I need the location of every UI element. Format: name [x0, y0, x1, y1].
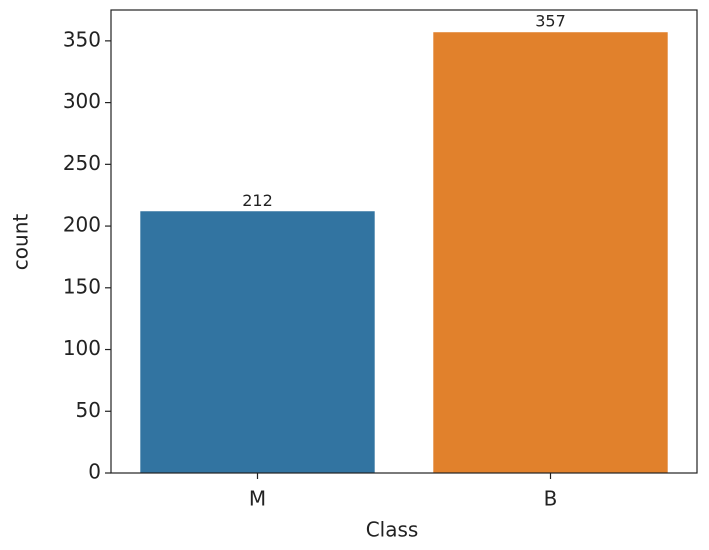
x-tick-label: B	[544, 487, 558, 511]
bar	[433, 32, 668, 473]
plot-frame	[110, 9, 698, 474]
y-tick-label: 350	[63, 27, 101, 51]
y-tick-label: 100	[63, 336, 101, 360]
value-label: 212	[242, 191, 273, 210]
y-tick-label: 0	[88, 460, 101, 484]
y-tick-label: 150	[63, 274, 101, 298]
x-axis-label: Class	[366, 518, 419, 542]
y-tick-label: 250	[63, 151, 101, 175]
y-tick-label: 300	[63, 89, 101, 113]
x-tick-label: M	[249, 487, 266, 511]
y-axis-label: count	[9, 214, 33, 271]
bar	[140, 211, 375, 473]
y-tick-label: 50	[76, 398, 101, 422]
y-tick-label: 200	[63, 213, 101, 237]
value-label: 357	[535, 12, 566, 31]
